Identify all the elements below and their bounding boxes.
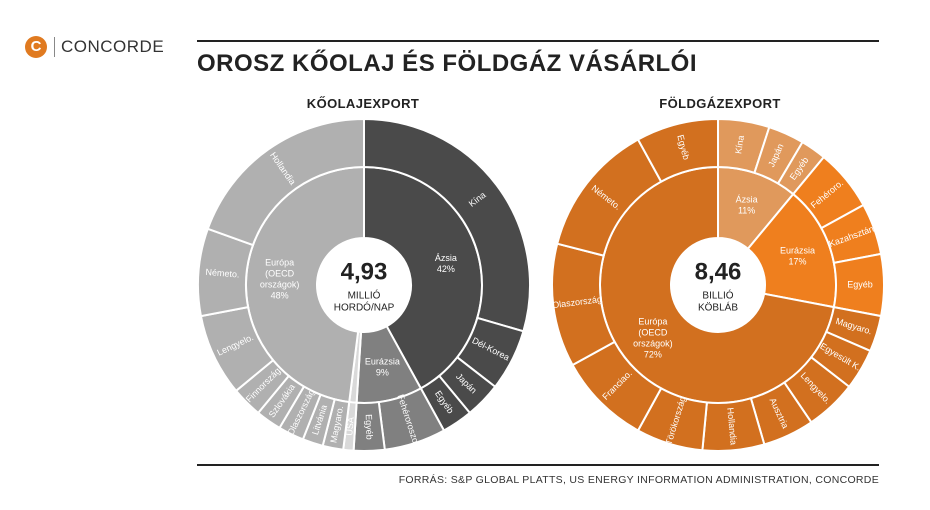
oil-inner-label-3-2: országok) [260, 280, 300, 290]
gas-chart-title: FÖLDGÁZEXPORT [659, 96, 781, 111]
oil-inner-label-3-3: 48% [271, 291, 289, 301]
gas-inner-label-2-3: 72% [644, 350, 662, 360]
logo-divider [54, 37, 55, 57]
brand-logo: C CONCORDE [25, 36, 164, 58]
oil-inner-label-3-1: (OECD [265, 269, 295, 279]
oil-inner-label-1-1: 9% [376, 367, 389, 377]
gas-inner-label-2-2: országok) [633, 339, 673, 349]
oil-outer-label-13: Németo. [205, 267, 240, 280]
source-note: FORRÁS: S&P GLOBAL PLATTS, US ENERGY INF… [398, 474, 879, 486]
gas-inner-label-0-0: Ázsia [736, 194, 758, 204]
concorde-logo-icon: C [25, 36, 47, 58]
gas-outer-label-5: Egyéb [847, 279, 873, 289]
gas-inner-label-1-0: Eurázsia [780, 245, 815, 255]
oil-center-unit-1: MILLIÓ [348, 289, 381, 302]
gas-center-unit-1: BILLIÓ [702, 289, 733, 302]
gas-inner-label-1-1: 17% [788, 256, 806, 266]
oil-inner-label-0-0: Ázsia [435, 253, 457, 263]
gas-outer-label-10: Hollandia [725, 407, 738, 445]
gas-center-circle [672, 239, 764, 331]
gas-center-unit-2: KÖBLÁB [698, 301, 738, 314]
oil-outer-slice-hollandia-14 [206, 117, 365, 247]
oil-center-unit-2: HORDÓ/NAP [334, 301, 395, 314]
oil-center-value: 4,93 [341, 258, 388, 285]
gas-inner-label-2-1: (OECD [638, 328, 668, 338]
gas-outer-slice-egyeb-15 [636, 117, 719, 183]
oil-outer-label-5: Egyéb [364, 414, 375, 440]
gas-outer-label-0: Kína [733, 135, 746, 155]
oil-inner-label-1-0: Eurázsia [365, 356, 400, 366]
oil-inner-label-3-0: Európa [265, 258, 294, 268]
oil-inner-label-0-1: 42% [437, 264, 455, 274]
brand-name: CONCORDE [61, 37, 165, 56]
bottom-rule [197, 464, 879, 466]
gas-inner-label-2-0: Európa [638, 317, 667, 327]
oil-center-circle [318, 239, 410, 331]
oil-outer-label-6: USA [344, 417, 356, 436]
top-rule [197, 40, 879, 42]
oil-chart-title: KŐOLAJEXPORT [306, 96, 420, 111]
gas-inner-label-0-1: 11% [738, 205, 755, 215]
gas-center-value: 8,46 [695, 258, 742, 285]
page-title: OROSZ KŐOLAJ ÉS FÖLDGÁZ VÁSÁRLÓI [197, 50, 698, 77]
